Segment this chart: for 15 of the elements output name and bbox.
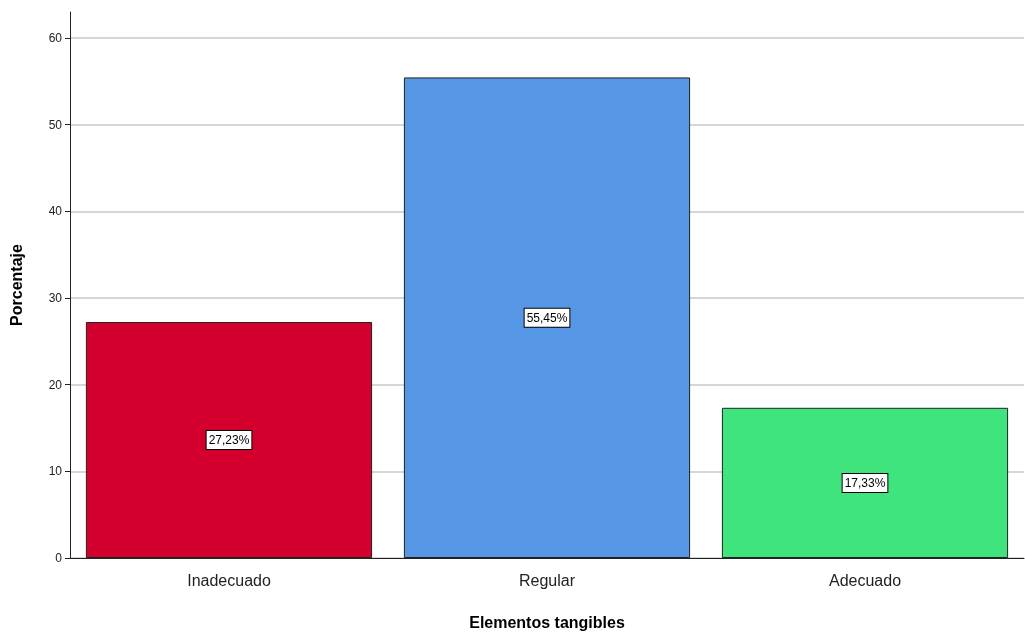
x-tick-label: Adecuado xyxy=(828,571,902,589)
y-tick-label: 40 xyxy=(48,204,63,219)
y-tick-label: 20 xyxy=(48,377,63,392)
y-tick-label: 50 xyxy=(48,117,63,132)
x-tick-label: Inadecuado xyxy=(187,571,271,589)
x-tick-label: Regular xyxy=(518,571,576,589)
y-axis-title: Porcentaje xyxy=(7,243,25,326)
data-label: 27,23% xyxy=(208,433,250,447)
y-tick-label: 10 xyxy=(48,464,63,479)
y-tick-label: 0 xyxy=(55,551,63,565)
x-axis-title: Elementos tangibles xyxy=(469,613,625,631)
data-label: 17,33% xyxy=(844,475,886,490)
data-label: 55,45% xyxy=(526,310,568,325)
y-tick-label: 30 xyxy=(48,291,63,305)
y-tick-label: 60 xyxy=(48,31,63,45)
